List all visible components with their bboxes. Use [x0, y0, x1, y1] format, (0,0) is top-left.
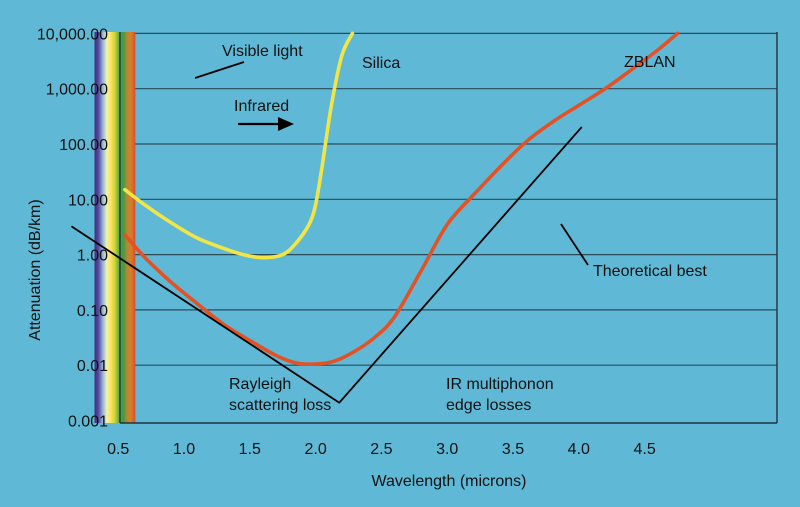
- x-tick-label: 1.0: [173, 441, 195, 458]
- y-axis-label: Attenuation (dB/km): [27, 199, 44, 340]
- x-tick-label: 0.5: [107, 441, 129, 458]
- y-tick-label: 10.00: [68, 192, 108, 209]
- series-line-theoretical-best: [71, 126, 583, 404]
- visible-light-pointer: [194, 61, 245, 79]
- annotation-theoretical-best: Theoretical best: [593, 263, 707, 280]
- series-lines: [71, 31, 680, 404]
- x-tick-label: 4.0: [568, 441, 590, 458]
- annotation-infrared: Infrared: [234, 98, 289, 115]
- y-tick-label: 0.01: [77, 358, 108, 375]
- tick-labels: 0.5 1.0 1.5 2.0 2.5 3.0 3.5 4.0 4.5 0.001 0.01 0.10…: [37, 26, 656, 458]
- x-tick-label: 1.5: [239, 441, 261, 458]
- series-line-silica: [123, 31, 355, 260]
- annotation-ir-line1: IR multiphonon: [446, 376, 554, 393]
- annotation-visible-light: Visible light: [222, 43, 303, 60]
- x-tick-label: 4.5: [633, 441, 655, 458]
- y-tick-label: 1.00: [77, 248, 108, 265]
- infrared-arrow-head: [278, 117, 294, 131]
- y-tick-label: 1,000.00: [46, 82, 108, 99]
- theoretical-best-pointer: [560, 223, 589, 266]
- y-tick-label: 0.10: [77, 303, 108, 320]
- annotation-rayleigh-line1: Rayleigh: [229, 376, 291, 393]
- x-axis-label: Wavelength (microns): [371, 473, 526, 490]
- visible-spectrum-band: [94, 32, 136, 423]
- y-tick-label: 0.001: [68, 414, 108, 431]
- y-tick-label: 10,000.00: [37, 26, 108, 43]
- x-tick-label: 3.5: [502, 441, 524, 458]
- annotation-zblan: ZBLAN: [624, 54, 676, 71]
- x-tick-label: 2.0: [304, 441, 326, 458]
- annotation-rayleigh-line2: scattering loss: [229, 397, 331, 414]
- x-tick-label: 2.5: [370, 441, 392, 458]
- series-line-zblan: [123, 31, 680, 366]
- annotation-silica: Silica: [362, 55, 400, 72]
- annotation-ir-line2: edge losses: [446, 397, 531, 414]
- x-tick-label: 3.0: [436, 441, 458, 458]
- y-tick-label: 100.00: [59, 137, 108, 154]
- grid-lines: [120, 32, 777, 366]
- axes: [119, 32, 778, 424]
